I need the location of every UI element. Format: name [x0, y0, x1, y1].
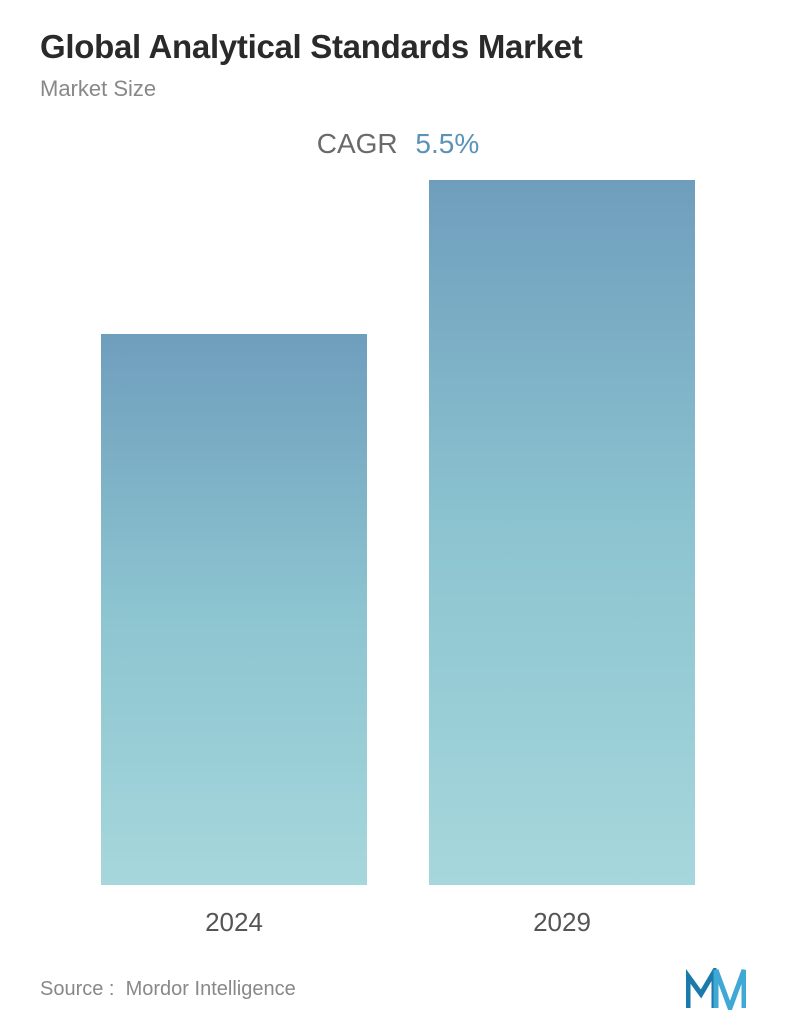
page-subtitle: Market Size [40, 76, 756, 102]
source-label: Source : [40, 978, 114, 1000]
bar-2029 [429, 180, 695, 885]
footer: Source : Mordor Intelligence [40, 938, 756, 1034]
bar-chart: 2024 2029 [40, 180, 756, 938]
bar-group-2024: 2024 [101, 180, 367, 938]
source-attribution: Source : Mordor Intelligence [40, 978, 296, 1001]
bar-group-2029: 2029 [429, 180, 695, 938]
cagr-row: CAGR 5.5% [40, 128, 756, 160]
bar-label-2029: 2029 [533, 907, 591, 938]
page-title: Global Analytical Standards Market [40, 28, 756, 66]
cagr-value: 5.5% [415, 128, 479, 159]
bar-2024 [101, 334, 367, 885]
bar-label-2024: 2024 [205, 907, 263, 938]
source-name-text: Mordor Intelligence [126, 978, 296, 1000]
mordor-logo-icon [686, 968, 746, 1010]
cagr-label: CAGR [317, 128, 398, 159]
